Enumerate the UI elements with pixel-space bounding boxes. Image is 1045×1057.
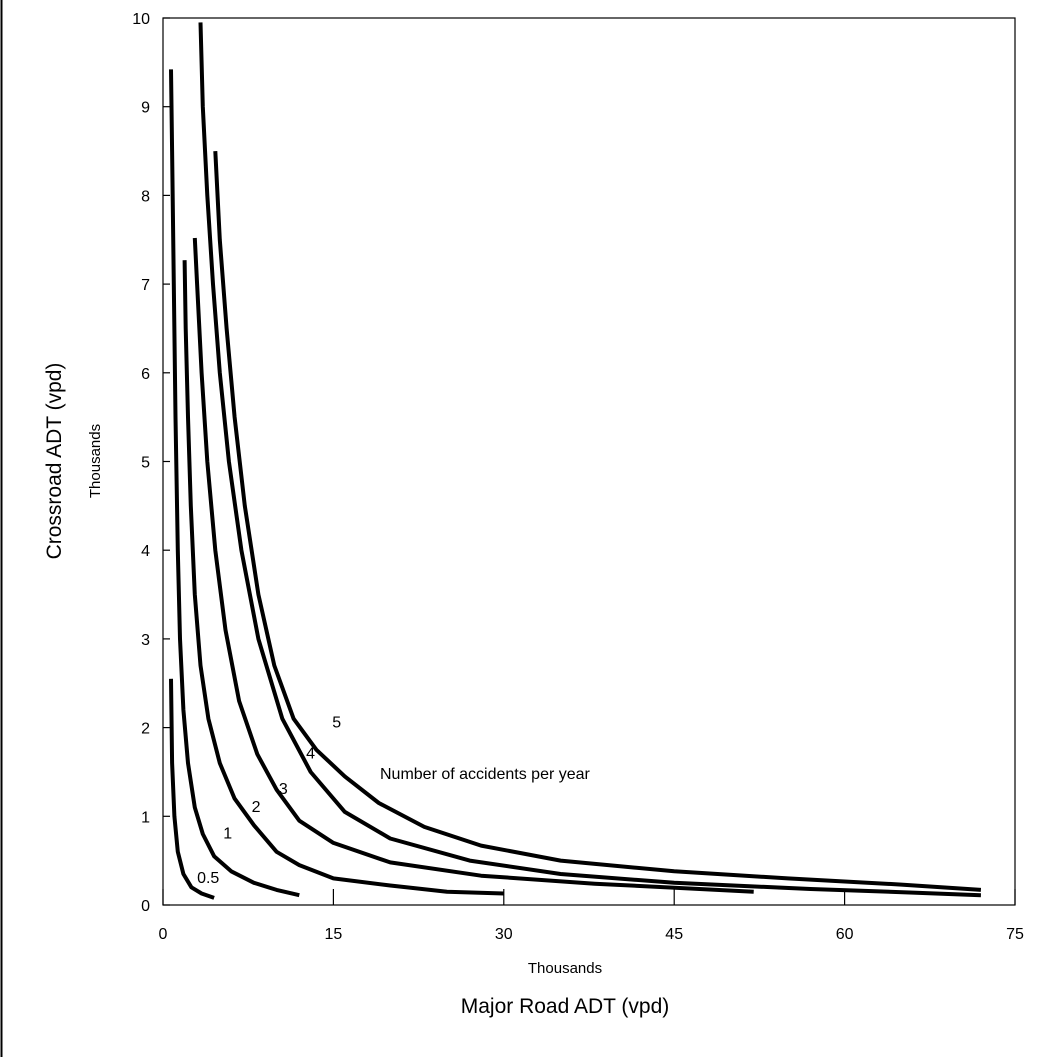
curve-label-2: 2 xyxy=(252,799,261,816)
annotation-number-of-accidents: Number of accidents per year xyxy=(380,766,591,783)
y-tick-label: 7 xyxy=(141,277,150,294)
curve-label-3: 3 xyxy=(279,781,288,798)
y-tick-label: 4 xyxy=(141,543,150,560)
curve-3-accidents xyxy=(192,237,754,894)
y-tick-label: 0 xyxy=(141,898,150,915)
y-axis-tick-labels: 0 1 2 3 4 5 6 7 8 9 10 xyxy=(132,11,150,915)
x-axis-units: Thousands xyxy=(528,960,602,977)
curve-label-1: 1 xyxy=(223,825,232,842)
x-tick-label: 30 xyxy=(495,926,513,943)
x-axis-tick-labels: 0 15 30 45 60 75 xyxy=(159,926,1024,943)
y-tick-label: 10 xyxy=(132,11,150,28)
x-tick-label: 60 xyxy=(836,926,854,943)
y-tick-label: 2 xyxy=(141,721,150,738)
x-tick-label: 15 xyxy=(325,926,343,943)
y-tick-label: 9 xyxy=(141,100,150,117)
y-axis-ticks xyxy=(163,17,170,906)
y-axis-title: Crossroad ADT (vpd) xyxy=(43,363,66,560)
curve-label-0-5: 0.5 xyxy=(197,870,219,887)
curve-2-accidents xyxy=(182,260,504,896)
x-tick-label: 75 xyxy=(1006,926,1024,943)
y-tick-label: 5 xyxy=(141,455,150,472)
x-tick-label: 45 xyxy=(665,926,683,943)
curve-labels: 0.5 1 2 3 45 xyxy=(197,715,341,887)
y-tick-label: 1 xyxy=(141,809,150,826)
y-tick-label: 8 xyxy=(141,188,150,205)
curve-5-accidents xyxy=(213,150,982,892)
curve-4-accidents xyxy=(198,22,981,898)
curve-label-5: 5 xyxy=(332,715,341,732)
y-tick-label: 6 xyxy=(141,366,150,383)
curve-1-accidents xyxy=(169,69,300,898)
y-tick-label: 3 xyxy=(141,632,150,649)
curve-0-5-accidents xyxy=(169,678,215,900)
x-tick-label: 0 xyxy=(159,926,168,943)
y-axis-units: Thousands xyxy=(87,424,104,498)
x-axis-title: Major Road ADT (vpd) xyxy=(461,995,670,1018)
curves xyxy=(169,22,982,900)
curve-label-4: 4 xyxy=(306,746,315,763)
